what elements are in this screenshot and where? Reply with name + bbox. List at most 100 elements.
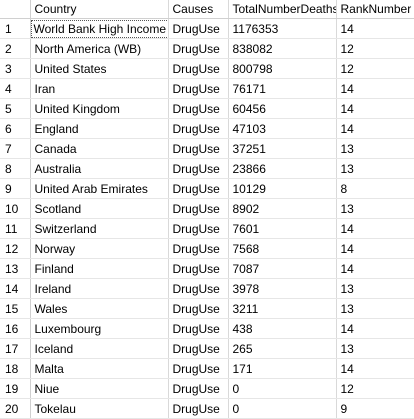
rank-number-cell[interactable]: 12 — [336, 378, 414, 399]
table-row[interactable]: 9 United Arab Emirates DrugUse 10129 8 — [0, 178, 414, 199]
total-number-deaths-cell[interactable]: 265 — [228, 338, 337, 359]
causes-cell[interactable]: DrugUse — [168, 58, 229, 79]
rank-number-cell[interactable]: 14 — [336, 238, 414, 259]
row-number-cell[interactable]: 14 — [0, 278, 31, 299]
column-header-causes[interactable]: Causes — [168, 0, 229, 19]
country-cell[interactable]: Ireland — [30, 278, 169, 299]
rank-number-cell[interactable]: 14 — [336, 118, 414, 139]
rank-number-cell[interactable]: 14 — [336, 318, 414, 339]
causes-cell[interactable]: DrugUse — [168, 158, 229, 179]
country-cell[interactable]: Niue — [30, 378, 169, 399]
rank-number-cell[interactable]: 12 — [336, 58, 414, 79]
rank-number-cell[interactable]: 14 — [336, 258, 414, 279]
row-number-cell[interactable]: 15 — [0, 298, 31, 319]
rank-number-cell[interactable]: 13 — [336, 338, 414, 359]
total-number-deaths-cell[interactable]: 438 — [228, 318, 337, 339]
table-row[interactable]: 10 Scotland DrugUse 8902 13 — [0, 198, 414, 219]
row-number-cell[interactable]: 20 — [0, 398, 31, 419]
country-cell[interactable]: Canada — [30, 138, 169, 159]
total-number-deaths-cell[interactable]: 838082 — [228, 38, 337, 59]
table-row[interactable]: 3 United States DrugUse 800798 12 — [0, 58, 414, 79]
causes-cell[interactable]: DrugUse — [168, 98, 229, 119]
country-cell[interactable]: North America (WB) — [30, 38, 169, 59]
row-number-cell[interactable]: 1 — [0, 18, 31, 39]
rank-number-cell[interactable]: 14 — [336, 18, 414, 39]
total-number-deaths-cell[interactable]: 7568 — [228, 238, 337, 259]
table-row[interactable]: 11 Switzerland DrugUse 7601 14 — [0, 218, 414, 239]
causes-cell[interactable]: DrugUse — [168, 258, 229, 279]
column-header-rank-number[interactable]: RankNumber — [336, 0, 414, 19]
country-cell[interactable]: Australia — [30, 158, 169, 179]
causes-cell[interactable]: DrugUse — [168, 138, 229, 159]
row-number-cell[interactable]: 6 — [0, 118, 31, 139]
row-number-cell[interactable]: 17 — [0, 338, 31, 359]
rank-number-cell[interactable]: 12 — [336, 38, 414, 59]
total-number-deaths-cell[interactable]: 10129 — [228, 178, 337, 199]
column-header-total-number-deaths[interactable]: TotalNumberDeaths — [228, 0, 337, 19]
table-row[interactable]: 14 Ireland DrugUse 3978 13 — [0, 278, 414, 299]
country-cell[interactable]: United Kingdom — [30, 98, 169, 119]
table-row[interactable]: 17 Iceland DrugUse 265 13 — [0, 338, 414, 359]
row-number-cell[interactable]: 13 — [0, 258, 31, 279]
table-row[interactable]: 13 Finland DrugUse 7087 14 — [0, 258, 414, 279]
country-cell[interactable]: Switzerland — [30, 218, 169, 239]
country-cell[interactable]: Scotland — [30, 198, 169, 219]
rank-number-cell[interactable]: 14 — [336, 218, 414, 239]
table-row[interactable]: 2 North America (WB) DrugUse 838082 12 — [0, 38, 414, 59]
table-row[interactable]: 19 Niue DrugUse 0 12 — [0, 378, 414, 399]
total-number-deaths-cell[interactable]: 3211 — [228, 298, 337, 319]
total-number-deaths-cell[interactable]: 8902 — [228, 198, 337, 219]
row-number-cell[interactable]: 12 — [0, 238, 31, 259]
causes-cell[interactable]: DrugUse — [168, 198, 229, 219]
row-number-cell[interactable]: 3 — [0, 58, 31, 79]
table-row[interactable]: 1 World Bank High Income DrugUse 1176353 14 — [0, 18, 414, 39]
causes-cell[interactable]: DrugUse — [168, 338, 229, 359]
row-number-cell[interactable]: 2 — [0, 38, 31, 59]
rank-number-cell[interactable]: 13 — [336, 138, 414, 159]
table-row[interactable]: 20 Tokelau DrugUse 0 9 — [0, 398, 414, 419]
table-row[interactable]: 16 Luxembourg DrugUse 438 14 — [0, 318, 414, 339]
country-cell[interactable]: Iceland — [30, 338, 169, 359]
causes-cell[interactable]: DrugUse — [168, 78, 229, 99]
total-number-deaths-cell[interactable]: 0 — [228, 378, 337, 399]
country-cell[interactable]: Malta — [30, 358, 169, 379]
rank-number-cell[interactable]: 14 — [336, 98, 414, 119]
row-number-cell[interactable]: 10 — [0, 198, 31, 219]
causes-cell[interactable]: DrugUse — [168, 118, 229, 139]
rank-number-cell[interactable]: 8 — [336, 178, 414, 199]
country-cell[interactable]: Luxembourg — [30, 318, 169, 339]
row-number-cell[interactable]: 8 — [0, 158, 31, 179]
table-row[interactable]: 4 Iran DrugUse 76171 14 — [0, 78, 414, 99]
row-number-cell[interactable]: 18 — [0, 358, 31, 379]
row-number-cell[interactable]: 7 — [0, 138, 31, 159]
causes-cell[interactable]: DrugUse — [168, 238, 229, 259]
total-number-deaths-cell[interactable]: 3978 — [228, 278, 337, 299]
rank-number-cell[interactable]: 14 — [336, 78, 414, 99]
row-number-cell[interactable]: 19 — [0, 378, 31, 399]
causes-cell[interactable]: DrugUse — [168, 358, 229, 379]
row-number-header[interactable] — [0, 0, 31, 19]
table-row[interactable]: 15 Wales DrugUse 3211 13 — [0, 298, 414, 319]
country-cell[interactable]: United States — [30, 58, 169, 79]
country-cell[interactable]: Wales — [30, 298, 169, 319]
total-number-deaths-cell[interactable]: 1176353 — [228, 18, 337, 39]
total-number-deaths-cell[interactable]: 76171 — [228, 78, 337, 99]
causes-cell[interactable]: DrugUse — [168, 278, 229, 299]
causes-cell[interactable]: DrugUse — [168, 38, 229, 59]
country-cell[interactable]: United Arab Emirates — [30, 178, 169, 199]
row-number-cell[interactable]: 16 — [0, 318, 31, 339]
causes-cell[interactable]: DrugUse — [168, 398, 229, 419]
country-cell[interactable]: Iran — [30, 78, 169, 99]
row-number-cell[interactable]: 11 — [0, 218, 31, 239]
total-number-deaths-cell[interactable]: 23866 — [228, 158, 337, 179]
country-cell-selected[interactable]: World Bank High Income — [30, 18, 169, 39]
table-row[interactable]: 5 United Kingdom DrugUse 60456 14 — [0, 98, 414, 119]
country-cell[interactable]: Tokelau — [30, 398, 169, 419]
table-row[interactable]: 12 Norway DrugUse 7568 14 — [0, 238, 414, 259]
country-cell[interactable]: England — [30, 118, 169, 139]
table-row[interactable]: 8 Australia DrugUse 23866 13 — [0, 158, 414, 179]
row-number-cell[interactable]: 4 — [0, 78, 31, 99]
total-number-deaths-cell[interactable]: 47103 — [228, 118, 337, 139]
table-row[interactable]: 18 Malta DrugUse 171 14 — [0, 358, 414, 379]
country-cell[interactable]: Finland — [30, 258, 169, 279]
